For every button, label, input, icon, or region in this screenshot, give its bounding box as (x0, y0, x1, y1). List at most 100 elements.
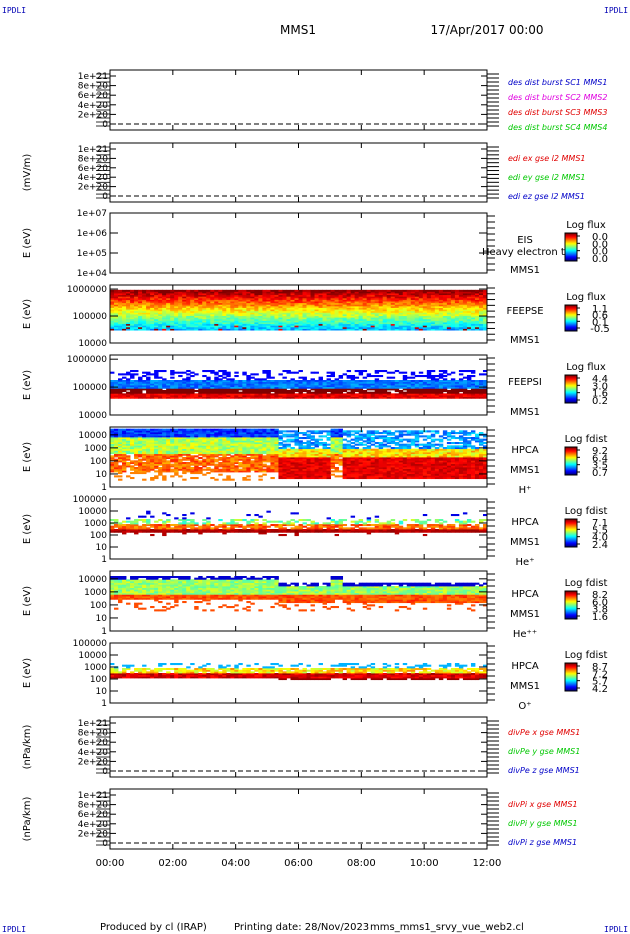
ytick-divpi-5: 1e+21 (78, 791, 108, 801)
colorbar-label-feepsi-3: 0.2 (592, 396, 608, 407)
spectrogram-hpca-he (110, 510, 488, 537)
ytick-hpca-he2-2: 100 (90, 601, 107, 611)
ytick-divpi-3: 6e+20 (78, 810, 109, 820)
legend-divpe-2: divPe z gse MMS1 (508, 766, 580, 775)
ytick-des-dist-4: 8e+20 (78, 82, 109, 92)
ytick-hpca-he-3: 1000 (84, 519, 107, 529)
colorbar-frame-hpca-h (564, 446, 578, 476)
ylabel-hpca-h: E (eV) (22, 442, 33, 472)
colorbar-title-hpca-h: Log fdist (565, 434, 608, 445)
legend-divpi-1: divPi y gse MMS1 (508, 819, 578, 828)
ytick-hpca-o-4: 10000 (78, 651, 107, 661)
frame-eis (109, 212, 488, 274)
ylabel-divpi: (nPa/km) (22, 797, 33, 842)
colorbar-title-eis: Log flux (566, 220, 606, 231)
ytick-des-dist-2: 4e+20 (78, 101, 109, 111)
ytick-edi-e-1: 2e+20 (78, 183, 109, 193)
colorbar-hpca-he (565, 519, 577, 548)
footer-filename: mms_mms1_srvy_vue_web2.cl (370, 922, 524, 933)
label-feepse-0: FEEPSE (506, 306, 543, 317)
ytick-divpe-4: 8e+20 (78, 729, 109, 739)
label-hpca-he-1: MMS1 (510, 537, 540, 548)
ytick-divpi-0: 0 (102, 839, 108, 849)
spectrogram-feepsi (110, 370, 488, 399)
ylabel-eis: E (eV) (22, 228, 33, 258)
colorbar-label-hpca-he-2: 4.0 (592, 533, 608, 544)
colorbar-label-feepse-3: -0.5 (590, 324, 610, 335)
label-hpca-he2-0: HPCA (511, 589, 539, 600)
ytick-eis-3: 1e+07 (77, 209, 107, 219)
label-hpca-h-0: HPCA (511, 445, 539, 456)
ylabel-edi-e: (mV/m) (22, 154, 33, 192)
corner-label-bl: IPDLI (2, 925, 27, 934)
colorbar-title-hpca-he2: Log fdist (565, 578, 608, 589)
ytick-divpe-3: 6e+20 (78, 738, 109, 748)
spectrogram-hpca-h (110, 428, 488, 481)
colorbar-label-hpca-h-0: 9.2 (592, 446, 608, 457)
label-eis-0: EIS (517, 235, 533, 246)
legend-divpi-2: divPi z gse MMS1 (508, 838, 577, 847)
colorbar-label-hpca-h-3: 0.7 (592, 468, 608, 479)
colorbar-title-hpca-he: Log fdist (565, 506, 608, 517)
label-feepsi-0: FEEPSI (508, 377, 542, 388)
frame-edi-e (109, 142, 488, 203)
colorbar-frame-hpca-he (564, 518, 578, 548)
ytick-edi-e-0: 0 (102, 192, 108, 202)
ytick-des-dist-5: 1e+21 (78, 72, 108, 82)
xtick-label-6: 12:00 (473, 858, 502, 869)
ytick-hpca-h-3: 1000 (84, 444, 107, 454)
legend-divpi-0: divPi x gse MMS1 (508, 800, 578, 809)
ytick-divpe-5: 1e+21 (78, 719, 108, 729)
ytick-des-dist-0: 0 (102, 120, 108, 130)
ylabel-feepsi: E (eV) (22, 370, 33, 400)
xtick-label-3: 06:00 (284, 858, 313, 869)
colorbar-label-hpca-he2-0: 8.2 (592, 590, 608, 601)
corner-label-br: IPDLI (604, 925, 629, 934)
colorbar-title-feepsi: Log flux (566, 362, 606, 373)
colorbar-label-feepse-2: 0.1 (592, 317, 608, 328)
colorbar-label-hpca-he-1: 5.5 (592, 525, 608, 536)
colorbar-label-feepse-1: 0.6 (592, 311, 608, 322)
ytick-feepsi-0: 10000 (78, 411, 107, 421)
ytick-eis-1: 1e+05 (77, 249, 107, 259)
xtick-label-5: 10:00 (410, 858, 439, 869)
label-feepsi-1: MMS1 (510, 407, 540, 418)
ytick-divpe-0: 0 (102, 767, 108, 777)
label-eis-1: MMS1 (510, 265, 540, 276)
ylabel-hpca-he: E (eV) (22, 514, 33, 544)
plot-date: 17/Apr/2017 00:00 (430, 23, 543, 37)
ytick-hpca-o-5: 100000 (73, 639, 108, 649)
ytick-hpca-he2-3: 1000 (84, 588, 107, 598)
ytick-hpca-he-5: 100000 (73, 495, 108, 505)
ytick-divpe-1: 2e+20 (78, 757, 109, 767)
colorbar-label-hpca-he-3: 2.4 (592, 540, 608, 551)
ytick-edi-e-2: 4e+20 (78, 173, 109, 183)
xtick-label-2: 04:00 (221, 858, 250, 869)
colorbar-label-eis-2: 0.0 (592, 247, 608, 258)
ytick-des-dist-3: 6e+20 (78, 91, 109, 101)
colorbar-hpca-o (565, 663, 577, 692)
colorbar-frame-hpca-o (564, 662, 578, 692)
frame-divpe (109, 716, 488, 778)
colorbar-label-hpca-h-1: 6.4 (592, 453, 608, 464)
label-hpca-h-1: MMS1 (510, 465, 540, 476)
label-hpca-he-2: He⁺ (516, 557, 535, 568)
label-hpca-o-2: O⁺ (518, 701, 531, 712)
ytick-feepse-0: 10000 (78, 339, 107, 349)
colorbar-label-feepsi-2: 1.6 (592, 389, 608, 400)
ytick-hpca-o-0: 1 (101, 699, 107, 709)
ytick-hpca-he-2: 100 (90, 531, 107, 541)
ytick-hpca-h-0: 1 (101, 483, 107, 493)
ytick-feepse-1: 100000 (73, 312, 108, 322)
ylabel-hpca-o: E (eV) (22, 658, 33, 688)
overflow-label-eis: Heavy electron to (482, 247, 571, 258)
spectrogram-hpca-he2 (110, 576, 488, 612)
label-hpca-he2-1: MMS1 (510, 609, 540, 620)
corner-label-tr: IPDLI (604, 6, 629, 15)
spectrogram-hpca-o (110, 663, 488, 681)
colorbar-label-feepsi-0: 4.4 (592, 374, 608, 385)
label-hpca-he-0: HPCA (511, 517, 539, 528)
colorbar-label-eis-1: 0.0 (592, 239, 608, 250)
label-hpca-o-0: HPCA (511, 661, 539, 672)
legend-des-dist-3: des dist burst SC4 MMS4 (508, 123, 607, 132)
